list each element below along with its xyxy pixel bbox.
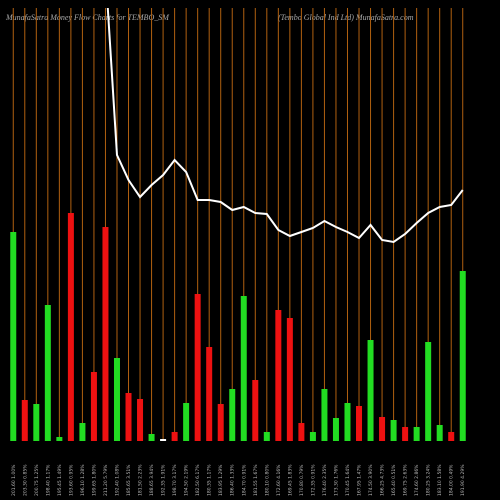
x-tick-label: 184.70 0.91%	[241, 464, 247, 496]
bar	[125, 393, 132, 441]
x-tick-label: 184.00 0.49%	[449, 464, 455, 496]
x-tick-label: 167.95 1.47%	[357, 464, 363, 496]
bar	[67, 213, 74, 441]
bar	[413, 427, 420, 441]
bar	[332, 418, 339, 441]
bar	[113, 358, 120, 441]
x-tick-label: 194.50 2.19%	[184, 464, 190, 496]
bar	[148, 434, 155, 441]
bar	[160, 439, 167, 441]
x-tick-label: 203.30 0.85%	[22, 464, 28, 496]
x-tick-label: 172.60 4.16%	[276, 464, 282, 496]
chart-title: MunafaSatra Money Flow Charts for TEMBO_…	[5, 13, 170, 22]
x-tick-label: 198.70 3.17%	[172, 464, 178, 496]
bar	[321, 389, 328, 441]
x-tick-label: 188.65 3.94%	[149, 464, 155, 496]
bar	[459, 271, 466, 441]
x-tick-label: 169.75 2.63%	[403, 464, 409, 496]
x-tick-label: 174.60 2.86%	[414, 464, 420, 496]
x-tick-label: 180.10 0.80%	[264, 464, 270, 496]
bar	[33, 404, 40, 441]
bar	[194, 294, 201, 441]
x-tick-label: 185.65 3.51%	[126, 464, 132, 496]
bar	[436, 425, 443, 441]
plot-area	[10, 8, 466, 441]
x-tick-label: 173.30 1.76%	[333, 464, 339, 496]
bar	[344, 403, 351, 441]
x-tick-label: 199.65 1.80%	[91, 464, 97, 496]
bar	[10, 232, 17, 441]
x-tick-label: 186.40 1.33%	[230, 464, 236, 496]
bar	[79, 423, 86, 441]
x-tick-label: 170.80 0.79%	[299, 464, 305, 496]
x-tick-label: 169.45 1.83%	[287, 464, 293, 496]
x-tick-label: 191.90 4.29%	[460, 464, 466, 496]
x-tick-label: 182.50 6.17%	[195, 464, 201, 496]
x-tick-label: 181.55 1.67%	[253, 464, 259, 496]
x-tick-label: 176.40 2.35%	[322, 464, 328, 496]
x-tick-label: 201.60 1.00%	[11, 464, 17, 496]
bar	[367, 340, 374, 441]
x-tick-label: 192.35 1.91%	[161, 464, 167, 496]
x-tick-label: 172.35 0.91%	[310, 464, 316, 496]
bar	[309, 432, 316, 441]
bar	[102, 227, 109, 441]
bar	[56, 437, 63, 441]
bar	[171, 432, 178, 441]
x-tick-label: 192.40 1.08%	[114, 464, 120, 496]
bar	[356, 406, 363, 441]
x-tick-label: 181.50 2.23%	[138, 464, 144, 496]
bar	[44, 305, 51, 441]
bar	[21, 400, 28, 441]
x-tick-label: 166.25 4.73%	[380, 464, 386, 496]
bar	[252, 380, 259, 441]
bar	[240, 296, 247, 441]
bar	[229, 389, 236, 441]
bar	[286, 318, 293, 441]
bar	[448, 432, 455, 441]
bar	[298, 423, 305, 441]
x-tick-label: 193.60 0.95%	[68, 464, 74, 496]
bar	[137, 399, 144, 441]
x-tick-label: 183.95 1.29%	[218, 464, 224, 496]
bar	[217, 404, 224, 441]
x-tick-label: 174.50 3.90%	[368, 464, 374, 496]
x-tick-label: 198.40 1.17%	[45, 464, 51, 496]
bar	[206, 347, 213, 441]
bar	[263, 432, 270, 441]
bar	[90, 372, 97, 441]
x-tick-label: 165.40 0.51%	[391, 464, 397, 496]
chart-subtitle: (Tembo Global Ind Ltd) MunafaSatra.com	[278, 13, 414, 22]
bar	[379, 417, 386, 441]
price-line	[106, 8, 464, 244]
x-tick-label: 183.10 1.58%	[437, 464, 443, 496]
x-tick-label: 180.35 1.17%	[207, 464, 213, 496]
x-tick-label: 200.75 1.25%	[34, 464, 40, 496]
bar	[425, 342, 432, 441]
x-tick-label: 195.45 1.49%	[57, 464, 63, 496]
x-tick-label: 196.10 1.28%	[80, 464, 86, 496]
bar	[183, 403, 190, 441]
bar	[402, 427, 409, 441]
x-tick-label: 211.20 5.79%	[103, 464, 109, 496]
x-tick-label: 180.25 3.24%	[426, 464, 432, 496]
bar	[390, 420, 397, 441]
bar	[275, 310, 282, 441]
x-tick-label: 170.45 1.64%	[345, 464, 351, 496]
